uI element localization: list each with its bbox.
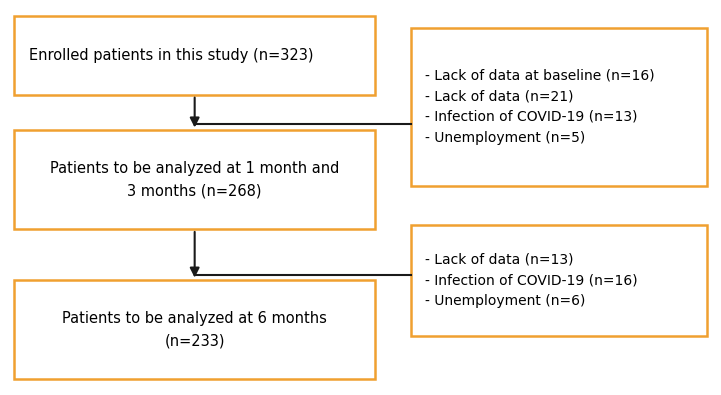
Text: Patients to be analyzed at 1 month and
3 months (n=268): Patients to be analyzed at 1 month and 3… bbox=[50, 161, 340, 198]
FancyBboxPatch shape bbox=[14, 130, 375, 229]
FancyBboxPatch shape bbox=[411, 225, 707, 336]
Text: Enrolled patients in this study (n=323): Enrolled patients in this study (n=323) bbox=[29, 48, 314, 63]
FancyBboxPatch shape bbox=[14, 16, 375, 95]
Text: - Lack of data (n=13)
- Infection of COVID-19 (n=16)
- Unemployment (n=6): - Lack of data (n=13) - Infection of COV… bbox=[425, 253, 638, 308]
FancyBboxPatch shape bbox=[411, 28, 707, 186]
FancyBboxPatch shape bbox=[14, 280, 375, 379]
Text: - Lack of data at baseline (n=16)
- Lack of data (n=21)
- Infection of COVID-19 : - Lack of data at baseline (n=16) - Lack… bbox=[425, 69, 655, 145]
Text: Patients to be analyzed at 6 months
(n=233): Patients to be analyzed at 6 months (n=2… bbox=[62, 311, 327, 348]
